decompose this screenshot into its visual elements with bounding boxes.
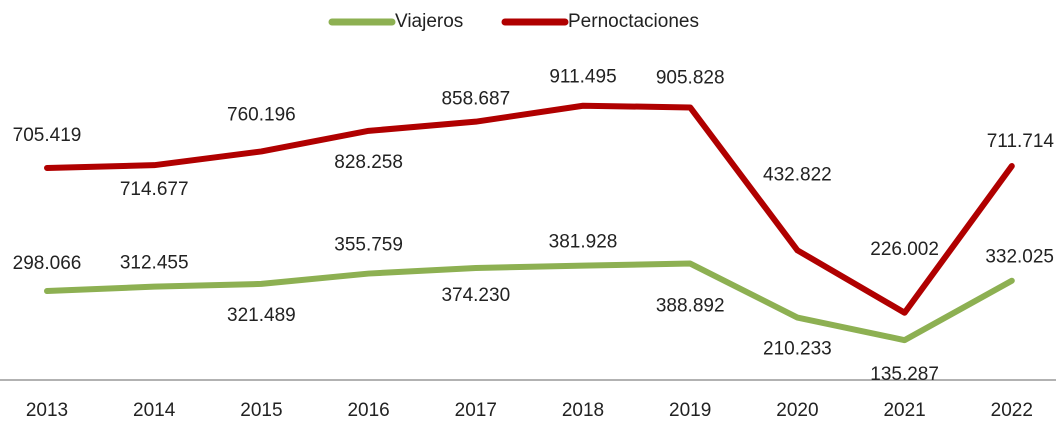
data-label: 714.677 bbox=[120, 179, 189, 200]
data-label: 828.258 bbox=[334, 152, 403, 173]
x-tick-label: 2022 bbox=[991, 400, 1033, 421]
data-label: 760.196 bbox=[227, 104, 296, 125]
x-tick-label: 2017 bbox=[455, 400, 497, 421]
data-label: 135.287 bbox=[870, 364, 939, 385]
x-tick-label: 2015 bbox=[240, 400, 282, 421]
data-label: 321.489 bbox=[227, 305, 296, 326]
data-label: 298.066 bbox=[13, 253, 82, 274]
x-tick-label: 2016 bbox=[347, 400, 389, 421]
series-line bbox=[44, 102, 1015, 316]
x-tick-label: 2013 bbox=[26, 400, 68, 421]
data-label: 711.714 bbox=[987, 131, 1055, 152]
legend-label: Pernoctaciones bbox=[568, 11, 699, 32]
x-tick-label: 2019 bbox=[669, 400, 711, 421]
data-label: 381.928 bbox=[549, 232, 618, 253]
data-label: 858.687 bbox=[441, 89, 510, 110]
legend-label: Viajeros bbox=[395, 11, 463, 32]
x-tick-label: 2018 bbox=[562, 400, 604, 421]
data-label: 432.822 bbox=[763, 164, 832, 185]
data-label: 210.233 bbox=[763, 339, 832, 360]
series-line bbox=[44, 260, 1015, 344]
data-label: 374.230 bbox=[441, 285, 510, 306]
data-label: 226.002 bbox=[870, 239, 939, 260]
data-label: 388.892 bbox=[656, 296, 725, 317]
x-tick-label: 2021 bbox=[883, 400, 925, 421]
data-label: 911.495 bbox=[549, 67, 616, 88]
data-label: 705.419 bbox=[13, 125, 82, 146]
data-label: 355.759 bbox=[334, 235, 403, 256]
data-label: 905.828 bbox=[656, 67, 725, 88]
data-label: 312.455 bbox=[120, 253, 189, 274]
x-tick-label: 2020 bbox=[776, 400, 818, 421]
data-label: 332.025 bbox=[985, 247, 1054, 268]
x-tick-label: 2014 bbox=[133, 400, 176, 421]
